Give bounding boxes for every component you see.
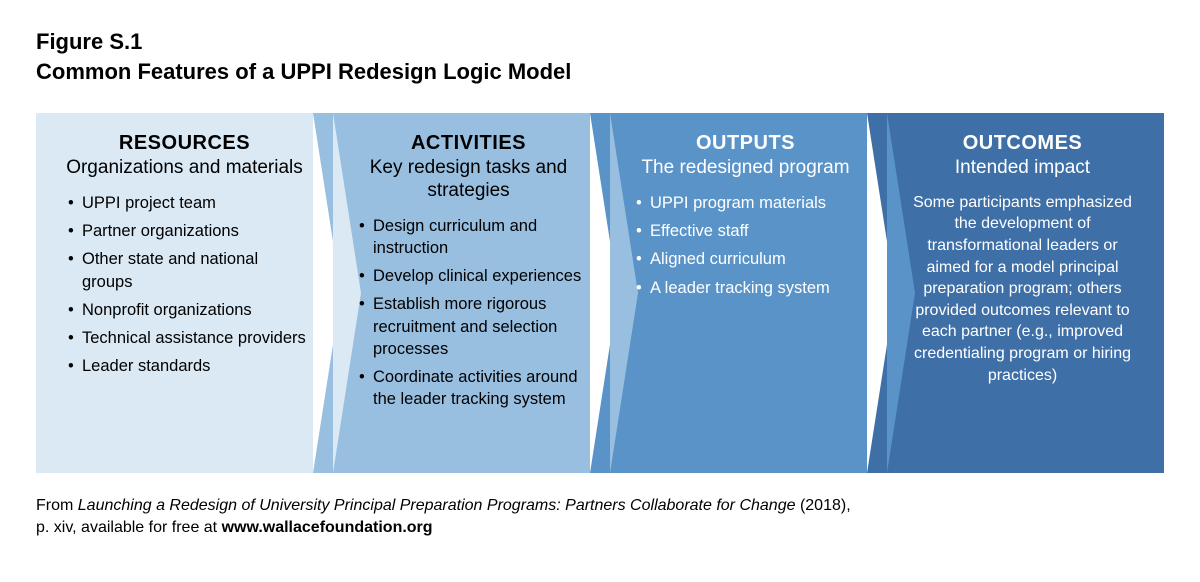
- credit-line2: p. xiv, available for free at: [36, 519, 222, 536]
- stage-header: ACTIVITIESKey redesign tasks and strateg…: [351, 131, 586, 203]
- figure-credit: From Launching a Redesign of University …: [36, 495, 1164, 538]
- figure-title: Common Features of a UPPI Redesign Logic…: [36, 58, 1164, 86]
- stage-subtitle: Key redesign tasks and strategies: [351, 157, 586, 203]
- stage-items: UPPI program materials Effective staff Ali…: [628, 192, 863, 299]
- credit-prefix: From: [36, 497, 78, 514]
- list-item: UPPI program materials: [636, 192, 863, 214]
- list-item: Partner organizations: [68, 220, 309, 242]
- logic-model-flow: RESOURCESOrganizations and materials UPPI…: [36, 113, 1164, 473]
- stage-header: OUTCOMESIntended impact: [905, 131, 1140, 180]
- list-item: Leader standards: [68, 355, 309, 377]
- credit-source-title: Launching a Redesign of University Princ…: [78, 497, 796, 514]
- stage-title: OUTCOMES: [905, 131, 1140, 155]
- list-item: Establish more rigorous recruitment and …: [359, 293, 586, 360]
- list-item: A leader tracking system: [636, 277, 863, 299]
- stage-resources: RESOURCESOrganizations and materials UPPI…: [36, 113, 333, 473]
- stage-title: RESOURCES: [60, 131, 309, 155]
- list-item: UPPI project team: [68, 192, 309, 214]
- stage-title: ACTIVITIES: [351, 131, 586, 155]
- list-item: Aligned curriculum: [636, 248, 863, 270]
- list-item: Develop clinical experiences: [359, 265, 586, 287]
- stage-subtitle: Organizations and materials: [60, 157, 309, 180]
- stage-items: Design curriculum and instruction Develop…: [351, 215, 586, 411]
- stage-subtitle: Intended impact: [905, 157, 1140, 180]
- list-item: Design curriculum and instruction: [359, 215, 586, 260]
- list-item: Coordinate activities around the leader …: [359, 366, 586, 411]
- stage-body: Some participants emphasized the develop…: [905, 192, 1140, 386]
- stage-header: RESOURCESOrganizations and materials: [60, 131, 309, 180]
- list-item: Nonprofit organizations: [68, 299, 309, 321]
- stage-items: UPPI project team Partner organizations Ot…: [60, 192, 309, 378]
- stage-header: OUTPUTSThe redesigned program: [628, 131, 863, 180]
- stage-title: OUTPUTS: [628, 131, 863, 155]
- list-item: Technical assistance providers: [68, 327, 309, 349]
- list-item: Effective staff: [636, 220, 863, 242]
- stage-subtitle: The redesigned program: [628, 157, 863, 180]
- figure-label: Figure S.1: [36, 28, 1164, 56]
- list-item: Other state and national groups: [68, 248, 309, 293]
- credit-year: (2018),: [796, 497, 851, 514]
- credit-url: www.wallacefoundation.org: [222, 519, 433, 536]
